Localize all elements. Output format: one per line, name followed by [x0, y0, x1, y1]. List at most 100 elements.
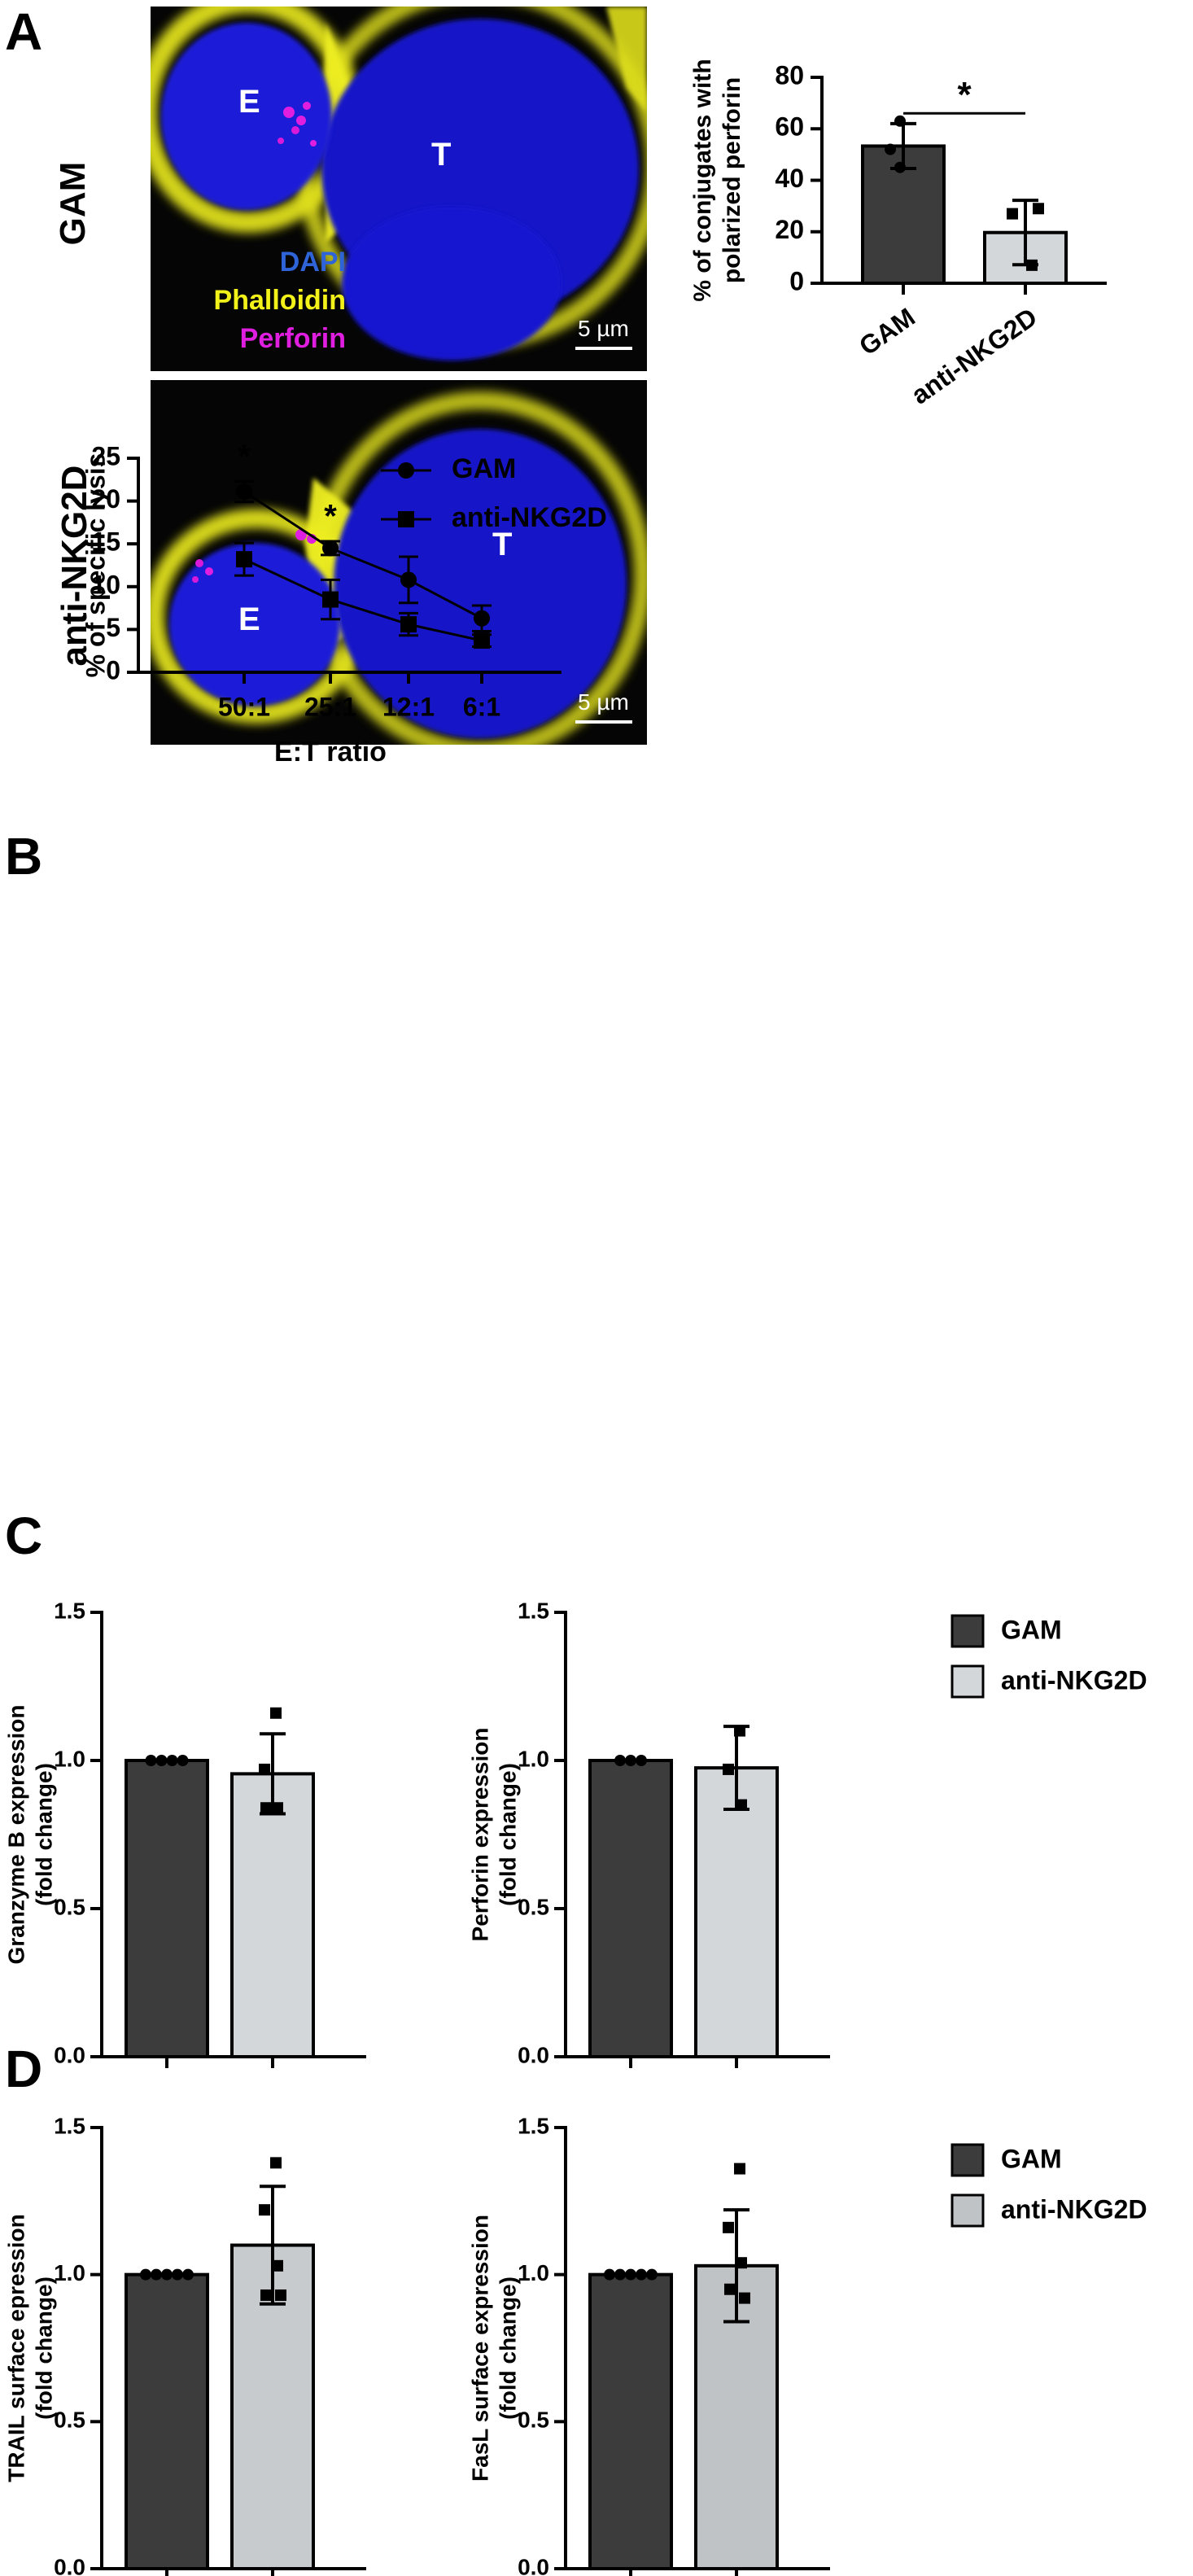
data-point — [155, 1755, 168, 1766]
data-point-nkg2d — [322, 591, 339, 608]
y-tick-label: 0 — [106, 655, 120, 684]
polarized-perforin-chart: 0 20 40 60 80 % of conjugates with polarized p… — [689, 59, 1107, 410]
data-point — [894, 115, 906, 127]
y-tick-label: 1.0 — [518, 1746, 549, 1771]
legend-label: GAM — [1001, 2144, 1062, 2173]
data-point — [275, 2289, 286, 2301]
y-tick-label: 0.0 — [54, 2554, 85, 2576]
data-point — [260, 1802, 272, 1814]
y-axis-label: % of conjugates with — [689, 59, 716, 301]
y-tick-label: 20 — [775, 215, 804, 244]
data-point — [270, 2157, 282, 2169]
data-point — [166, 1755, 178, 1766]
bar — [230, 1772, 315, 2058]
data-point-gam — [400, 571, 417, 588]
x-axis-label: E:T ratio — [274, 737, 387, 768]
data-point — [646, 2268, 658, 2281]
legend-marker — [398, 462, 414, 479]
data-point-gam — [474, 610, 490, 627]
y-axis-label: (fold change) — [495, 2276, 520, 2420]
data-point — [140, 2268, 151, 2281]
legend-phalloidin: Phalloidin — [213, 285, 346, 316]
data-point — [270, 1707, 282, 1719]
data-point — [177, 1755, 189, 1766]
bar — [125, 2272, 209, 2571]
y-tick-label: 0.5 — [518, 2408, 549, 2433]
data-point-gam — [236, 483, 252, 501]
y-tick-label: 0 — [789, 266, 804, 295]
data-point — [1033, 203, 1044, 215]
y-tick-label: 80 — [775, 60, 804, 90]
legend-panel-c: GAM anti-NKG2D — [950, 1614, 1147, 1699]
legend-panel-d: GAM anti-NKG2D — [950, 2143, 1147, 2228]
target-cell-label-2: T — [492, 527, 513, 562]
legend-label: GAM — [1001, 1615, 1062, 1644]
panel-letter-b: B — [5, 827, 43, 886]
target-cell-label: T — [431, 137, 452, 173]
data-point — [604, 2268, 615, 2281]
y-axis-label: FasL surface expression — [467, 2215, 492, 2482]
micrograph-nkg2d: E T 5 µm — [151, 380, 647, 745]
specific-lysis-chart: 0 5 10 15 20 25% of specific lysis 50:1 25:1 12:… — [81, 439, 606, 768]
data-point — [259, 2204, 270, 2216]
x-category-label: anti-NKG2D — [906, 302, 1042, 409]
data-point — [172, 2268, 183, 2281]
data-point — [894, 161, 906, 173]
x-tick-label: 6:1 — [463, 692, 500, 721]
panel-letter-a: A — [5, 2, 43, 61]
y-tick-label: 40 — [775, 164, 804, 193]
data-point — [614, 2268, 626, 2281]
data-point — [1026, 259, 1038, 271]
significance-star: * — [238, 439, 251, 475]
series-line-1 — [243, 558, 483, 642]
y-tick-label: 1.5 — [54, 2113, 85, 2138]
y-tick-label: 0.0 — [54, 2042, 85, 2067]
scale-bar-label-2: 5 µm — [578, 689, 629, 715]
legend-swatch — [950, 1664, 985, 1699]
y-tick-label: 0.5 — [518, 1894, 549, 1919]
data-point — [161, 2268, 173, 2281]
fasl-surface-chart: 0.0 0.5 1.0 1.5 FasL surface expression (fold… — [467, 2113, 830, 2576]
effector-cell-label: E — [238, 84, 260, 120]
y-tick-label: 5 — [106, 613, 120, 642]
panel-letter-c: C — [5, 1507, 43, 1565]
y-axis-label: Granzyme B expression — [3, 1704, 28, 1964]
y-tick-label: 0.5 — [54, 2408, 85, 2433]
data-point — [734, 2163, 745, 2175]
data-point — [625, 2268, 636, 2281]
y-tick-label: 1.0 — [54, 1746, 85, 1771]
data-point-nkg2d — [236, 551, 252, 568]
bar — [694, 1766, 779, 2058]
y-tick-label: 10 — [91, 570, 120, 599]
legend-label: anti-NKG2D — [1001, 2194, 1147, 2224]
y-tick-label: 0.5 — [54, 1894, 85, 1919]
data-point — [272, 1802, 283, 1814]
data-point — [259, 1763, 270, 1775]
y-axis-label: polarized perforin — [719, 77, 745, 283]
y-tick-label: 0.0 — [518, 2042, 549, 2067]
micrograph-gam: E T DAPI Phalloidin Perforin 5 µm — [151, 7, 647, 371]
legend-label: anti-NKG2D — [1001, 1665, 1147, 1695]
significance-star: * — [324, 499, 337, 535]
data-point-gam — [322, 540, 339, 557]
scale-bar-label: 5 µm — [578, 316, 629, 341]
bar — [125, 1759, 209, 2058]
effector-cell-label-2: E — [238, 601, 260, 637]
data-point-nkg2d — [400, 616, 417, 633]
data-point — [625, 1755, 636, 1766]
y-tick-label: 1.5 — [518, 2113, 549, 2138]
legend-swatch — [950, 2193, 985, 2228]
y-tick-label: 1.0 — [518, 2260, 549, 2285]
data-point — [182, 2268, 194, 2281]
y-axis-label: % of specific lysis — [81, 453, 110, 678]
x-tick-label: 50:1 — [218, 692, 270, 721]
y-tick-label: 25 — [91, 441, 120, 470]
trail-surface-chart: 0.0 0.5 1.0 1.5 TRAIL surface epression (fold… — [3, 2113, 366, 2576]
y-tick-label: 1.5 — [518, 1598, 549, 1623]
data-point — [145, 1755, 157, 1766]
data-point — [885, 143, 896, 155]
series-line-0 — [243, 490, 483, 620]
y-axis-label: (fold change) — [31, 1763, 56, 1906]
x-tick-label: 12:1 — [382, 692, 435, 721]
y-tick-label: 20 — [91, 484, 120, 514]
